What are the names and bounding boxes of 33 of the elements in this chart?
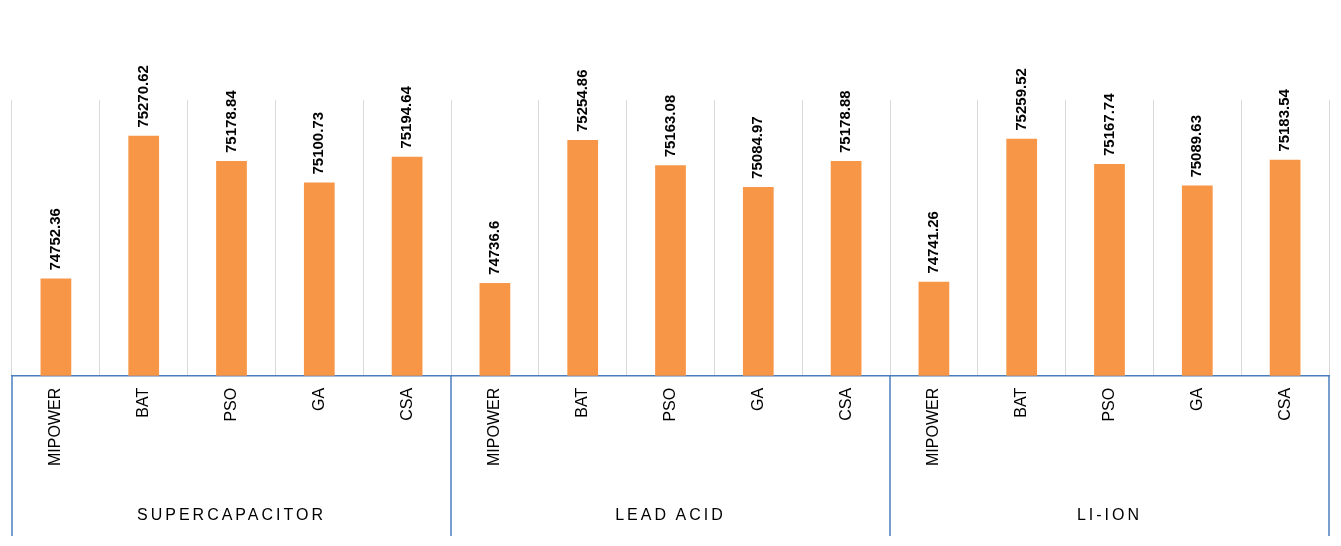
data-label: 75178.88 (836, 90, 854, 153)
data-label: 75254.86 (572, 69, 590, 133)
x-tick-label: PSO (1099, 387, 1117, 422)
text: LI-ION (1076, 506, 1143, 524)
x-tick-label: PSO (221, 387, 239, 422)
x-tick-label: BAT (134, 387, 152, 418)
x-tick-label: MIPOWER (485, 387, 503, 466)
x-tick-label: BAT (573, 387, 591, 418)
x-tick-label: CSA (836, 387, 854, 421)
data-label: 75167.74 (1099, 92, 1117, 157)
x-tick-label: CSA (397, 387, 415, 421)
x-tick-label: GA (748, 387, 766, 411)
x-tick-label: PSO (660, 387, 678, 422)
x-tick-label: GA (1187, 387, 1205, 411)
x-tick-label: CSA (1275, 387, 1293, 421)
data-label: 75100.73 (309, 111, 327, 175)
x-tick-label: MIPOWER (924, 387, 942, 466)
x-tick-label: BAT (1012, 387, 1030, 418)
text: LEAD ACID (615, 506, 726, 524)
data-label: 74752.36 (46, 208, 64, 271)
data-label: 75178.84 (221, 89, 239, 153)
data-label: 75163.08 (660, 94, 678, 158)
text: SUPERCAPACITOR (137, 506, 326, 524)
x-tick-label: GA (309, 387, 327, 411)
data-label: 74741.26 (924, 211, 942, 274)
x-tick-label: MIPOWER (46, 387, 64, 466)
data-label: 75194.64 (397, 85, 415, 149)
data-label: 74736.6 (485, 220, 503, 275)
data-label: 75270.62 (133, 65, 151, 128)
data-label: 75183.54 (1275, 88, 1293, 152)
data-label: 75084.97 (748, 116, 766, 179)
data-label: 75259.52 (1011, 68, 1029, 131)
data-label: 75089.63 (1187, 115, 1205, 178)
